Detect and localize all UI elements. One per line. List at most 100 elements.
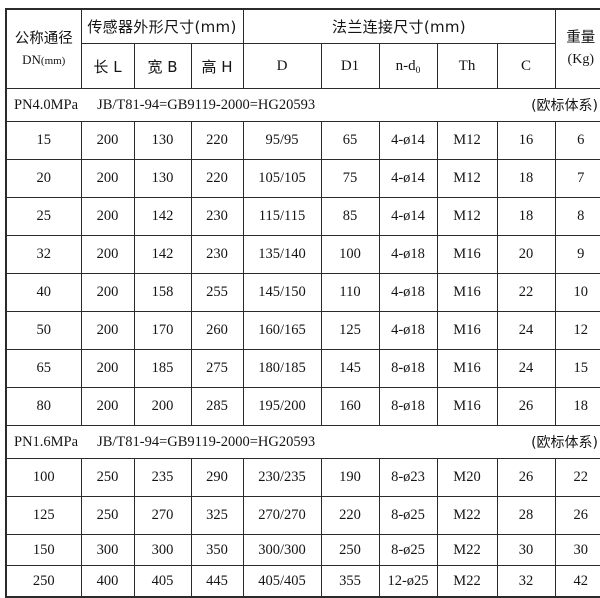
cell-d: 195/200 xyxy=(242,387,322,426)
cell-width: 405 xyxy=(133,565,192,598)
cell-c: 28 xyxy=(496,496,556,535)
cell-th: M22 xyxy=(436,496,498,535)
cell-weight: 42 xyxy=(554,565,600,598)
cell-d: 95/95 xyxy=(242,121,322,160)
cell-length: 250 xyxy=(80,496,135,535)
table-row: 32 200 142 230 135/140 100 4-ø18 M16 20 9 xyxy=(5,235,600,274)
header-weight-label: 重量 xyxy=(566,29,596,46)
cell-dn: 25 xyxy=(5,197,82,236)
cell-d: 145/150 xyxy=(242,273,322,312)
header-col-height: 高 H xyxy=(190,43,244,89)
cell-width: 142 xyxy=(133,235,192,274)
table-row: 250 400 405 445 405/405 355 12-ø25 M22 32 42 xyxy=(5,565,600,598)
spec-band-cell: PN1.6MPa JB/T81-94=GB9119-2000=HG20593 (欧标… xyxy=(5,425,600,459)
cell-width: 270 xyxy=(133,496,192,535)
cell-height: 325 xyxy=(190,496,244,535)
cell-length: 200 xyxy=(80,121,135,160)
cell-d1: 355 xyxy=(320,565,380,598)
cell-c: 26 xyxy=(496,387,556,426)
table-row: 65 200 185 275 180/185 145 8-ø18 M16 24 15 xyxy=(5,349,600,388)
cell-height: 220 xyxy=(190,121,244,160)
cell-d1: 145 xyxy=(320,349,380,388)
cell-d: 105/105 xyxy=(242,159,322,198)
spec-standard-system: (欧标体系) xyxy=(531,435,599,451)
cell-width: 235 xyxy=(133,458,192,497)
header-column-row: 长 L 宽 B 高 H D D1 n-d0 Th C xyxy=(6,43,600,89)
cell-th: M16 xyxy=(436,311,498,350)
cell-d: 135/140 xyxy=(242,235,322,274)
cell-d1: 220 xyxy=(320,496,380,535)
header-col-length: 长 L xyxy=(80,43,135,89)
cell-d: 180/185 xyxy=(242,349,322,388)
header-col-th: Th xyxy=(436,43,498,89)
header-group-row: 公称通径 DN(mm) 传感器外形尺寸(mm) 法兰连接尺寸(mm) 重量 (K… xyxy=(5,8,600,89)
cell-weight: 10 xyxy=(554,273,600,312)
cell-weight: 22 xyxy=(554,458,600,497)
cell-width: 130 xyxy=(133,121,192,160)
cell-dn: 125 xyxy=(5,496,82,535)
cell-n-d0: 4-ø14 xyxy=(378,197,438,236)
cell-th: M12 xyxy=(436,197,498,236)
header-nominal-diameter-label: 公称通径 xyxy=(14,30,73,47)
spec-band-cell: PN4.0MPa JB/T81-94=GB9119-2000=HG20593 (欧标… xyxy=(5,88,600,122)
table-row: 15 200 130 220 95/95 65 4-ø14 M12 16 6 xyxy=(5,121,600,160)
cell-length: 200 xyxy=(80,197,135,236)
cell-n-d0: 12-ø25 xyxy=(378,565,438,598)
cell-c: 24 xyxy=(496,349,556,388)
cell-width: 185 xyxy=(133,349,192,388)
header-nominal-diameter: 公称通径 DN(mm) xyxy=(5,8,82,89)
cell-d1: 125 xyxy=(320,311,380,350)
cell-th: M12 xyxy=(436,121,498,160)
cell-th: M16 xyxy=(436,235,498,274)
cell-dn: 20 xyxy=(5,159,82,198)
cell-height: 290 xyxy=(190,458,244,497)
cell-height: 445 xyxy=(190,565,244,598)
table-row: 50 200 170 260 160/165 125 4-ø18 M16 24 12 xyxy=(5,311,600,350)
cell-weight: 7 xyxy=(554,159,600,198)
cell-height: 230 xyxy=(190,235,244,274)
cell-d1: 85 xyxy=(320,197,380,236)
cell-d1: 75 xyxy=(320,159,380,198)
cell-d: 115/115 xyxy=(242,197,322,236)
cell-c: 22 xyxy=(496,273,556,312)
cell-width: 158 xyxy=(133,273,192,312)
cell-dn: 150 xyxy=(5,534,82,566)
cell-th: M16 xyxy=(436,387,498,426)
cell-length: 200 xyxy=(80,349,135,388)
cell-length: 400 xyxy=(80,565,135,598)
cell-c: 30 xyxy=(496,534,556,566)
cell-th: M22 xyxy=(436,565,498,598)
cell-c: 20 xyxy=(496,235,556,274)
table-row: 150 300 300 350 300/300 250 8-ø25 M22 30 30 xyxy=(5,534,600,566)
cell-dn: 32 xyxy=(5,235,82,274)
header-weight-unit: (Kg) xyxy=(567,52,594,68)
cell-weight: 30 xyxy=(554,534,600,566)
cell-d: 300/300 xyxy=(242,534,322,566)
spec-band-content: PN1.6MPa JB/T81-94=GB9119-2000=HG20593 (欧标… xyxy=(7,432,600,452)
cell-width: 130 xyxy=(133,159,192,198)
cell-c: 18 xyxy=(496,197,556,236)
cell-th: M20 xyxy=(436,458,498,497)
header-col-d: D xyxy=(242,43,322,89)
cell-n-d0: 4-ø18 xyxy=(378,311,438,350)
cell-dn: 40 xyxy=(5,273,82,312)
table-body: PN4.0MPa JB/T81-94=GB9119-2000=HG20593 (欧标… xyxy=(5,88,600,598)
cell-height: 255 xyxy=(190,273,244,312)
cell-weight: 15 xyxy=(554,349,600,388)
cell-n-d0: 4-ø18 xyxy=(378,235,438,274)
cell-weight: 26 xyxy=(554,496,600,535)
cell-c: 16 xyxy=(496,121,556,160)
cell-n-d0: 8-ø25 xyxy=(378,534,438,566)
cell-n-d0: 4-ø18 xyxy=(378,273,438,312)
cell-height: 220 xyxy=(190,159,244,198)
cell-height: 230 xyxy=(190,197,244,236)
header-weight: 重量 (Kg) xyxy=(554,8,600,89)
header-nominal-diameter-unit: DN(mm) xyxy=(22,52,66,68)
cell-th: M22 xyxy=(436,534,498,566)
cell-weight: 9 xyxy=(554,235,600,274)
cell-width: 170 xyxy=(133,311,192,350)
cell-n-d0: 4-ø14 xyxy=(378,121,438,160)
spec-standard-code: JB/T81-94=GB9119-2000=HG20593 xyxy=(97,96,316,113)
cell-dn: 65 xyxy=(5,349,82,388)
